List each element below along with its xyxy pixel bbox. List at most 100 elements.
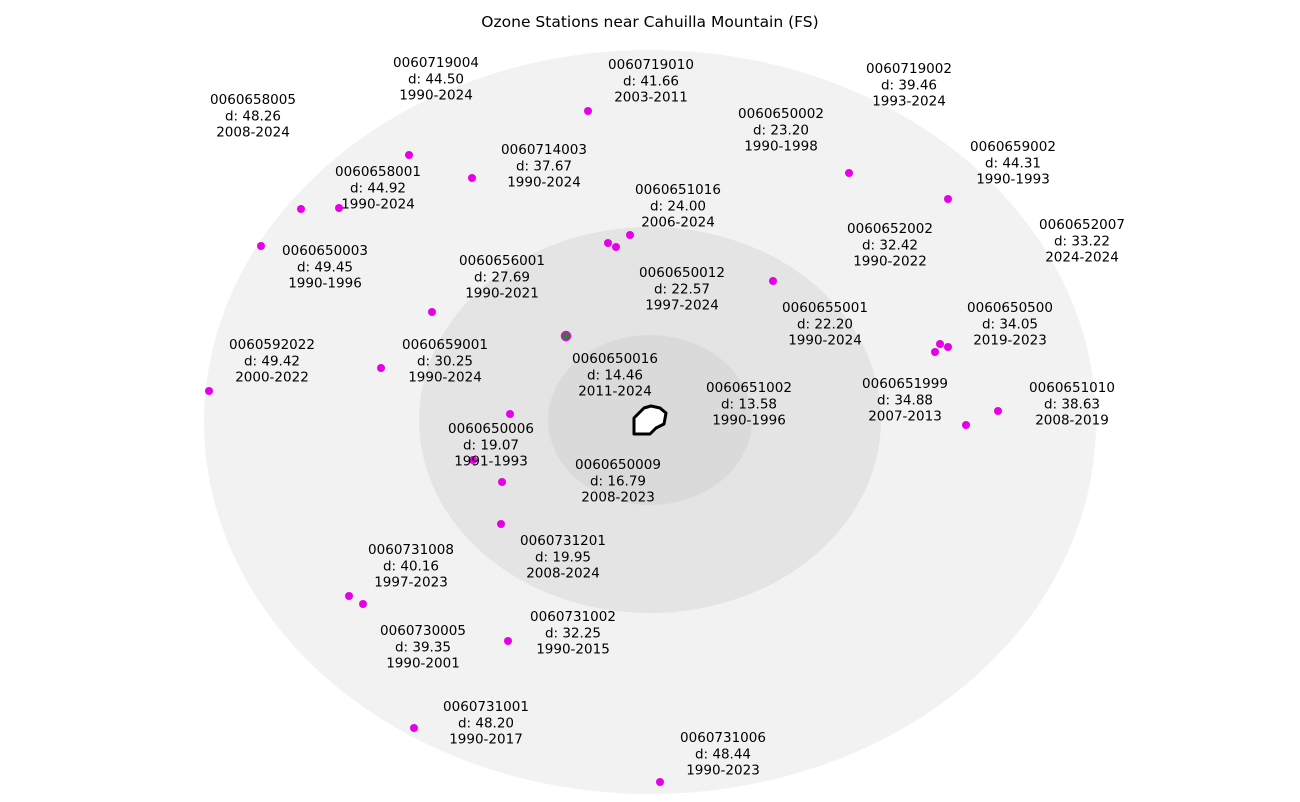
station-marker[interactable] [428, 308, 436, 316]
station-markers [205, 107, 1002, 786]
station-marker[interactable] [944, 195, 952, 203]
station-marker[interactable] [335, 204, 343, 212]
station-marker[interactable] [257, 242, 265, 250]
station-years-text: 2003-2011 [614, 90, 688, 106]
station-id-text: 0060650006 [448, 421, 534, 437]
station-marker[interactable] [962, 421, 970, 429]
station-distance-text: d: 27.69 [474, 269, 530, 285]
station-distance-text: d: 16.79 [590, 473, 646, 489]
station-years-text: 2007-2013 [868, 409, 942, 425]
map-title: Ozone Stations near Cahuilla Mountain (F… [481, 13, 819, 31]
station-id-text: 0060656001 [459, 253, 545, 269]
station-id-text: 0060731002 [530, 609, 616, 625]
station-distance-text: d: 48.26 [225, 108, 281, 124]
station-years-text: 1990-2001 [386, 656, 460, 672]
station-marker[interactable] [845, 169, 853, 177]
station-distance-text: d: 44.31 [985, 155, 1041, 171]
station-years-text: 1990-2015 [536, 642, 610, 658]
station-marker[interactable] [931, 348, 939, 356]
station-marker[interactable] [769, 277, 777, 285]
station-years-text: 1990-2024 [341, 197, 415, 213]
station-marker[interactable] [345, 592, 353, 600]
station-years-text: 1990-2024 [507, 175, 581, 191]
station-distance-text: d: 19.95 [535, 549, 591, 565]
station-marker[interactable] [405, 151, 413, 159]
station-years-text: 1991-1993 [454, 454, 528, 470]
station-years-text: 2006-2024 [641, 215, 715, 231]
station-distance-text: d: 22.57 [654, 281, 710, 297]
station-distance-text: d: 44.50 [408, 71, 464, 87]
station-marker[interactable] [584, 107, 592, 115]
station-marker[interactable] [359, 600, 367, 608]
station-marker[interactable] [468, 174, 476, 182]
station-years-text: 1990-2023 [686, 763, 760, 779]
station-id-text: 0060730005 [380, 623, 466, 639]
station-distance-text: d: 34.88 [877, 392, 933, 408]
station-years-text: 1990-1993 [976, 172, 1050, 188]
station-marker[interactable] [377, 364, 385, 372]
station-marker[interactable] [944, 343, 952, 351]
station-distance-text: d: 38.63 [1044, 396, 1100, 412]
station-distance-text: d: 48.44 [695, 746, 751, 762]
station-distance-text: d: 14.46 [587, 367, 643, 383]
station-marker[interactable] [297, 205, 305, 213]
station-id-text: 0060719004 [393, 55, 479, 71]
station-distance-text: d: 13.58 [721, 396, 777, 412]
station-marker[interactable] [498, 478, 506, 486]
station-marker[interactable] [656, 778, 664, 786]
station-distance-text: d: 40.16 [383, 558, 439, 574]
station-id-text: 0060651999 [862, 376, 948, 392]
station-years-text: 1990-2022 [853, 254, 927, 270]
station-marker[interactable] [612, 243, 620, 251]
station-years-text: 2024-2024 [1045, 250, 1119, 266]
station-years-text: 1993-2024 [872, 94, 946, 110]
station-years-text: 2008-2019 [1035, 413, 1109, 429]
station-years-text: 1990-2024 [408, 370, 482, 386]
station-id-text: 0060731006 [680, 730, 766, 746]
station-years-text: 2008-2024 [526, 566, 600, 582]
station-marker[interactable] [626, 231, 634, 239]
station-id-text: 0060651016 [635, 182, 721, 198]
station-id-text: 0060592022 [229, 337, 315, 353]
station-marker[interactable] [994, 407, 1002, 415]
station-marker[interactable] [504, 637, 512, 645]
station-marker[interactable] [410, 724, 418, 732]
station-id-text: 0060651002 [706, 380, 792, 396]
station-marker[interactable] [506, 410, 514, 418]
station-years-text: 1990-1998 [744, 139, 818, 155]
station-marker[interactable] [469, 456, 477, 464]
station-years-text: 2008-2024 [216, 125, 290, 141]
station-years-text: 1990-2024 [399, 88, 473, 104]
selected-station-marker[interactable] [560, 330, 572, 342]
station-marker[interactable] [205, 387, 213, 395]
station-years-text: 2008-2023 [581, 490, 655, 506]
station-marker[interactable] [497, 520, 505, 528]
station-years-text: 1990-2024 [788, 333, 862, 349]
station-id-text: 0060731201 [520, 533, 606, 549]
station-id-text: 0060650002 [738, 106, 824, 122]
station-distance-text: d: 32.25 [545, 625, 601, 641]
station-id-text: 0060650016 [572, 351, 658, 367]
station-id-text: 0060659002 [970, 139, 1056, 155]
station-marker[interactable] [936, 340, 944, 348]
station-id-text: 0060650009 [575, 457, 661, 473]
station-marker[interactable] [604, 239, 612, 247]
station-distance-text: d: 37.67 [516, 158, 572, 174]
